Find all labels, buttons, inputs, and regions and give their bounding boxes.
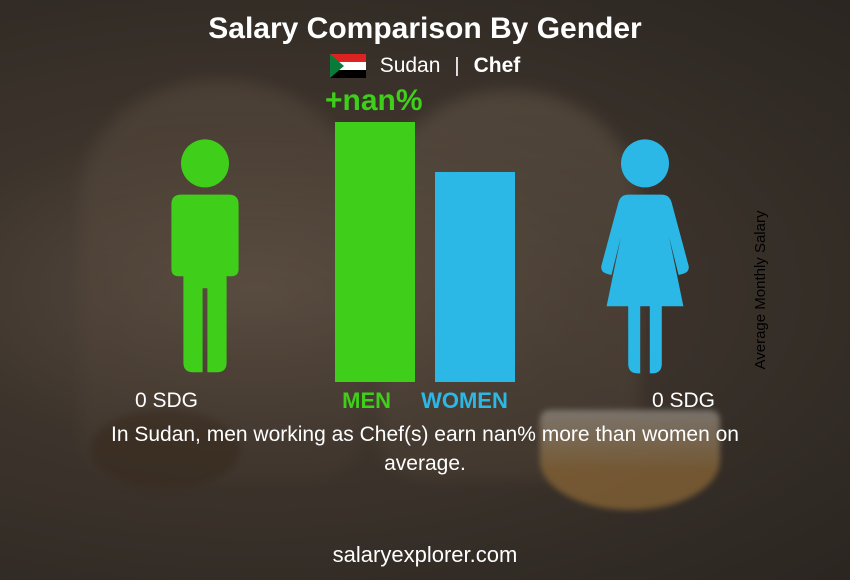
page-title: Salary Comparison By Gender (0, 12, 850, 46)
country-label: Sudan (380, 54, 441, 78)
women-value-label: 0 SDG (652, 389, 715, 413)
sudan-flag-icon (330, 54, 366, 78)
subtitle-row: Sudan | Chef (0, 54, 850, 78)
separator-pipe: | (454, 55, 459, 78)
chart-labels-row: 0 SDG MEN WOMEN 0 SDG (85, 388, 765, 414)
men-label: MEN (342, 388, 391, 414)
men-value-label: 0 SDG (135, 389, 198, 413)
chart-area: +nan% 0 SDG MEN WOMEN 0 SDG (85, 82, 765, 412)
bar-men (335, 122, 415, 382)
women-label: WOMEN (421, 388, 508, 414)
y-axis-label: Average Monthly Salary (752, 211, 769, 370)
job-label: Chef (474, 54, 521, 78)
male-person-icon (145, 137, 265, 377)
pct-difference-label: +nan% (325, 84, 423, 118)
infographic-content: Salary Comparison By Gender Sudan | Chef… (0, 0, 850, 580)
description-text: In Sudan, men working as Chef(s) earn na… (0, 420, 850, 479)
female-person-icon (585, 137, 705, 377)
footer-source: salaryexplorer.com (0, 542, 850, 568)
bar-women (435, 172, 515, 382)
